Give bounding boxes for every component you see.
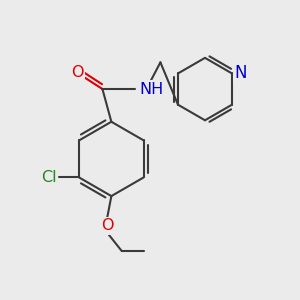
Text: N: N: [234, 64, 247, 82]
Text: Cl: Cl: [41, 170, 56, 185]
Text: O: O: [71, 65, 83, 80]
Text: O: O: [101, 218, 113, 233]
Text: NH: NH: [140, 82, 164, 97]
